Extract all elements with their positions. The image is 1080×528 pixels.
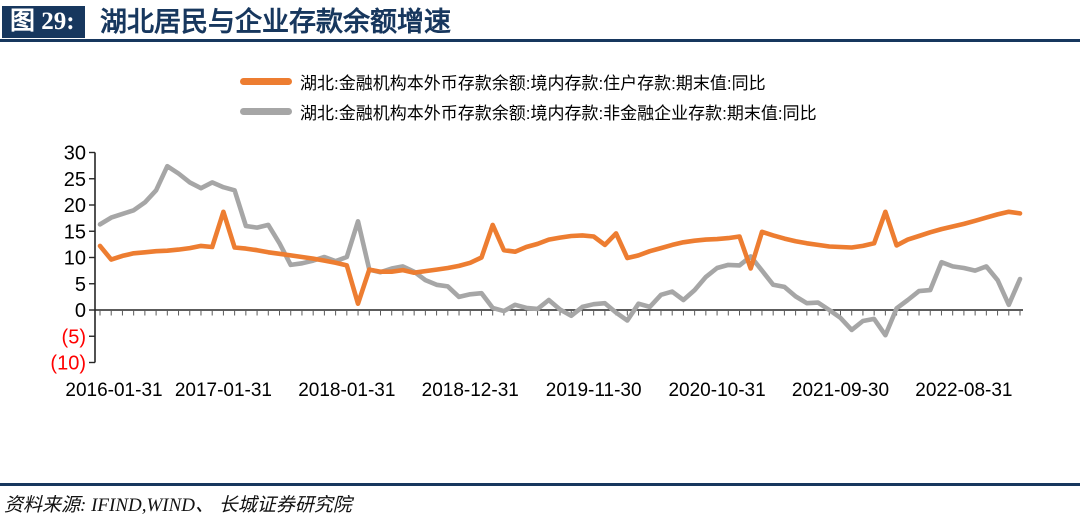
household-series-swatch [240,77,292,85]
household-series-line [97,209,1023,307]
x-tick-label: 2018-01-31 [298,380,395,401]
page-title: 湖北居民与企业存款余额增速 [100,7,451,37]
x-tick-label: 2019-11-30 [546,380,642,401]
y-tick-label: 0 [75,300,86,322]
y-tick-label: 25 [64,169,86,191]
x-tick-label: 2017-01-31 [175,380,272,401]
y-tick-label: 10 [64,248,86,270]
legend-label-household: 湖北:金融机构本外币存款余额:境内存款:住户存款:期末值:同比 [300,73,766,93]
legend-label-corporate: 湖北:金融机构本外币存款余额:境内存款:非金融企业存款:期末值:同比 [300,103,817,123]
footer-divider [0,483,1080,486]
figure-title-row: 图 29: 湖北居民与企业存款余额增速 [0,0,1080,42]
figure-number-badge: 图 29: [2,6,85,38]
corporate-series-line [97,163,1023,338]
y-tick-label: 5 [75,274,86,296]
title-underline [0,39,1080,42]
corporate-series-swatch [240,107,292,115]
y-tick-label: 20 [64,195,86,217]
x-tick-label: 2021-09-30 [792,380,889,401]
x-tick-label: 2020-10-31 [668,380,765,401]
y-tick-label: (10) [50,353,86,375]
y-tick-label: (5) [62,326,86,348]
x-tick-label: 2016-01-31 [65,380,162,401]
x-tick-label: 2022-08-31 [915,380,1012,401]
legend-item-corporate: 湖北:金融机构本外币存款余额:境内存款:非金融企业存款:期末值:同比 [240,96,817,126]
y-tick-label: 15 [64,221,86,243]
legend-item-household: 湖北:金融机构本外币存款余额:境内存款:住户存款:期末值:同比 [240,66,817,96]
chart-legend: 湖北:金融机构本外币存款余额:境内存款:住户存款:期末值:同比 湖北:金融机构本… [240,66,817,126]
source-note: 资料来源: IFIND,WIND、 长城证券研究院 [4,495,352,516]
y-tick-label: 30 [64,143,86,165]
x-tick-label: 2018-12-31 [422,380,519,401]
